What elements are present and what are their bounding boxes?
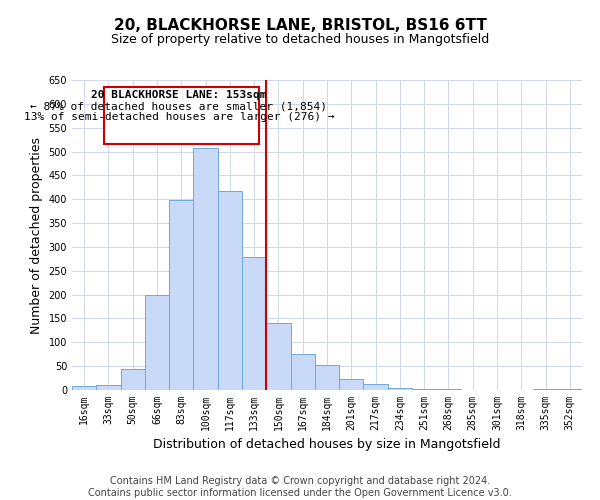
Bar	[266, 323, 290, 390]
Bar	[121, 369, 145, 390]
Bar	[218, 190, 242, 390]
Bar	[315, 365, 339, 390]
Bar	[72, 386, 96, 390]
Bar	[104, 87, 259, 144]
Bar	[436, 389, 461, 390]
Bar	[412, 389, 436, 390]
Text: Contains HM Land Registry data © Crown copyright and database right 2024.
Contai: Contains HM Land Registry data © Crown c…	[88, 476, 512, 498]
Bar	[388, 388, 412, 390]
Bar	[533, 389, 558, 390]
Bar	[169, 200, 193, 390]
Bar	[193, 148, 218, 390]
Text: ← 87% of detached houses are smaller (1,854): ← 87% of detached houses are smaller (1,…	[31, 102, 328, 112]
X-axis label: Distribution of detached houses by size in Mangotsfield: Distribution of detached houses by size …	[153, 438, 501, 452]
Text: 20, BLACKHORSE LANE, BRISTOL, BS16 6TT: 20, BLACKHORSE LANE, BRISTOL, BS16 6TT	[113, 18, 487, 32]
Bar	[290, 354, 315, 390]
Text: 20 BLACKHORSE LANE: 153sqm: 20 BLACKHORSE LANE: 153sqm	[91, 90, 266, 101]
Bar	[242, 258, 266, 390]
Bar	[364, 384, 388, 390]
Bar	[558, 389, 582, 390]
Text: Size of property relative to detached houses in Mangotsfield: Size of property relative to detached ho…	[111, 32, 489, 46]
Text: 13% of semi-detached houses are larger (276) →: 13% of semi-detached houses are larger (…	[23, 112, 334, 122]
Bar	[145, 294, 169, 390]
Bar	[96, 385, 121, 390]
Bar	[339, 378, 364, 390]
Y-axis label: Number of detached properties: Number of detached properties	[30, 136, 43, 334]
